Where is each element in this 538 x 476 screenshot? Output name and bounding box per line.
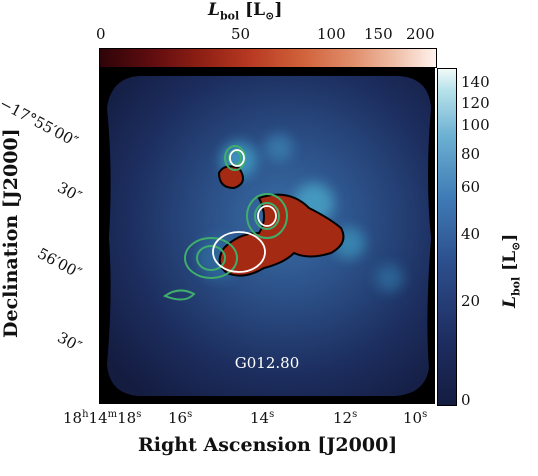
source-label: G012.80: [235, 354, 299, 372]
x-tick-label: 18h14m18s: [63, 409, 142, 427]
right-colorbar-tick-120: 120: [461, 94, 490, 112]
top-colorbar-title: Lbol [L⊙]: [208, 0, 283, 23]
top-colorbar-tick-3: 150: [364, 25, 393, 43]
right-colorbar-tick-0: 0: [461, 391, 471, 409]
right-colorbar-tick-80: 80: [461, 145, 481, 163]
y-tick-label: 30″: [54, 178, 85, 206]
x-tick-label: 16s: [168, 409, 193, 427]
high-luminosity-region: [217, 165, 345, 277]
top-colorbar-tick-0: 0: [96, 25, 106, 43]
x-tick-label: 10s: [403, 409, 428, 427]
top-colorbar-tick-2: 100: [317, 25, 346, 43]
top-colorbar-tick-4: 200: [406, 25, 435, 43]
white-contours: [212, 149, 277, 273]
sky-map: G012.80: [99, 68, 435, 404]
right-colorbar-tick-140: 140: [461, 73, 490, 91]
top-colorbar: [99, 48, 437, 68]
right-colorbar: [437, 68, 457, 406]
right-colorbar-tick-60: 60: [461, 178, 481, 196]
x-tick-label: 14s: [250, 409, 275, 427]
right-colorbar-tick-20: 20: [461, 292, 481, 310]
right-colorbar-tick-40: 40: [461, 225, 481, 243]
right-colorbar-tick-100: 100: [461, 116, 490, 134]
x-axis-title: Right Ascension [J2000]: [138, 434, 398, 456]
y-tick-label: 30″: [54, 328, 85, 356]
right-colorbar-title: Lbol [L⊙]: [500, 233, 523, 308]
x-tick-label: 12s: [333, 409, 358, 427]
top-colorbar-tick-1: 50: [231, 25, 251, 43]
y-tick-label: 56′00″: [34, 244, 85, 283]
y-axis-title: Declination [J2000]: [0, 128, 22, 338]
